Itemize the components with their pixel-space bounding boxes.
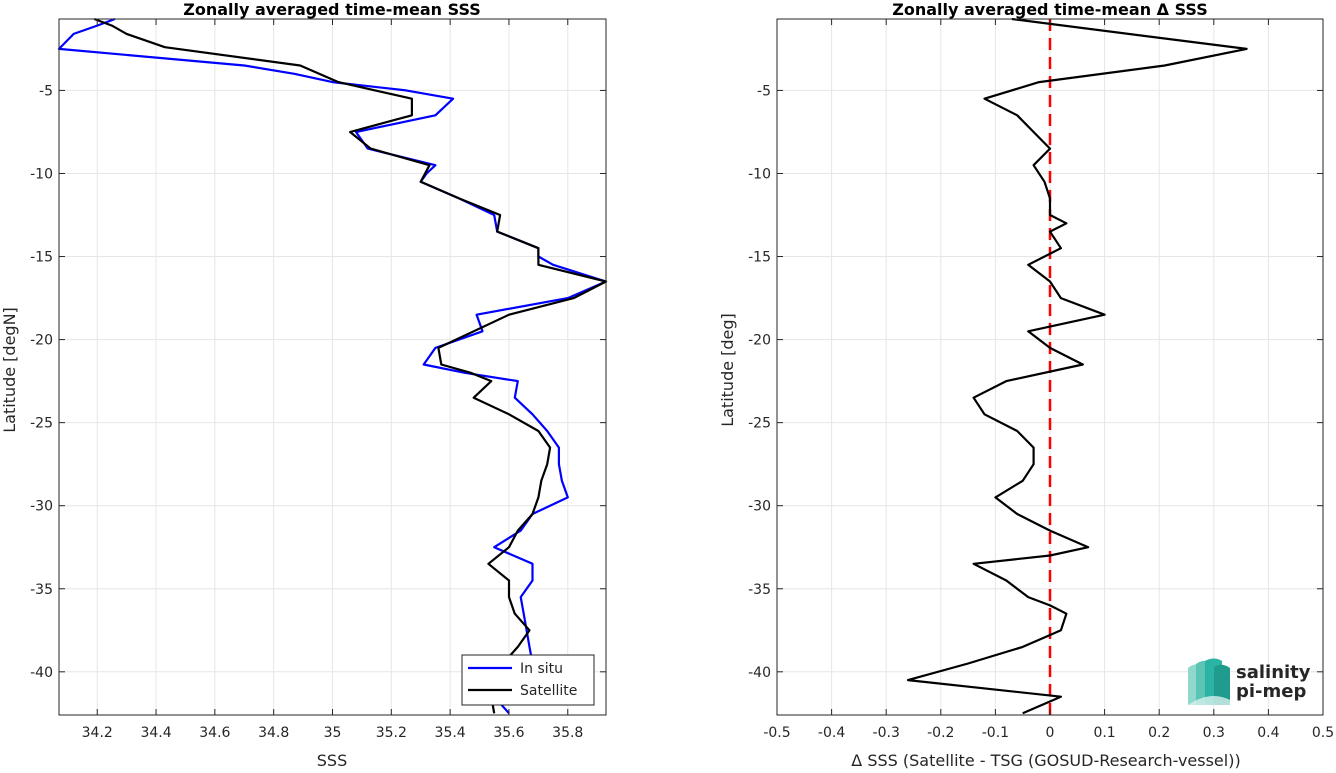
left-chart-title: Zonally averaged time-mean SSS	[183, 0, 481, 19]
x-tick-label: 35	[324, 725, 342, 741]
x-tick-label: 0.5	[1312, 725, 1334, 741]
right-chart: -0.5 -0.4 -0.3 -0.2 -0.1 0 0.1 0.2 0.3 0.4 0.5 -5-…	[718, 0, 1334, 770]
x-tick-label: 35.4	[435, 725, 466, 741]
left-x-axis-label: SSS	[317, 751, 347, 769]
y-tick-label: -10	[30, 166, 53, 182]
right-x-axis-label: Δ SSS (Satellite - TSG (GOSUD-Research-v…	[851, 751, 1240, 769]
y-tick-label: -30	[748, 499, 771, 515]
x-tick-label: 35.2	[376, 725, 407, 741]
x-tick-label: 35.6	[493, 725, 524, 741]
logo-wave-icon	[1188, 658, 1230, 705]
right-x-tick-labels: -0.5 -0.4 -0.3 -0.2 -0.1 0 0.1 0.2 0.3 0.4 0.5	[763, 725, 1334, 741]
y-tick-label: -5	[757, 83, 771, 99]
right-y-tick-labels: -5 -10 -15 -20 -25 -30 -35 -40	[748, 83, 771, 680]
left-gridlines	[59, 19, 606, 715]
series-line-in-situ	[57, 17, 608, 715]
y-tick-label: -30	[30, 499, 53, 515]
legend: In situ Satellite	[461, 654, 595, 706]
x-tick-label: -0.3	[873, 725, 900, 741]
x-tick-label: 34.4	[140, 725, 171, 741]
y-tick-label: -25	[748, 416, 771, 432]
series-line-satellite	[93, 17, 608, 714]
y-tick-label: -35	[748, 582, 771, 598]
logo-line-1: salinity	[1236, 662, 1311, 683]
right-series-layer	[906, 17, 1248, 715]
right-y-axis-label: Latitude [deg]	[718, 313, 737, 427]
y-tick-label: -40	[748, 665, 771, 681]
series-line-delta-sss	[906, 17, 1248, 715]
x-tick-label: 0	[1046, 725, 1055, 741]
left-chart: 34.2 34.4 34.6 34.8 35 35.2 35.4 35.6 35.8 -5 -10…	[0, 0, 608, 770]
x-tick-label: 0.2	[1148, 725, 1170, 741]
x-tick-label: 0.4	[1257, 725, 1279, 741]
y-tick-label: -20	[748, 333, 771, 349]
left-y-axis-label: Latitude [degN]	[0, 307, 19, 433]
legend-label-satellite: Satellite	[520, 683, 577, 699]
y-tick-label: -5	[39, 83, 53, 99]
x-tick-label: 34.6	[199, 725, 230, 741]
x-tick-label: 0.3	[1203, 725, 1225, 741]
y-tick-label: -40	[30, 665, 53, 681]
y-tick-label: -25	[30, 416, 53, 432]
y-tick-label: -15	[30, 250, 53, 266]
x-tick-label: -0.1	[982, 725, 1009, 741]
x-tick-label: 34.8	[258, 725, 289, 741]
legend-label-in-situ: In situ	[520, 661, 563, 677]
x-tick-label: -0.2	[927, 725, 954, 741]
legend-box	[461, 654, 595, 706]
right-tick-marks	[776, 19, 1324, 715]
right-chart-title: Zonally averaged time-mean Δ SSS	[892, 0, 1208, 19]
left-series-layer	[57, 17, 608, 715]
x-tick-label: 34.2	[82, 725, 113, 741]
logo-line-2: pi-mep	[1236, 681, 1306, 702]
left-y-tick-labels: -5 -10 -15 -20 -25 -30 -35 -40	[30, 83, 53, 680]
x-tick-label: -0.4	[818, 725, 845, 741]
y-tick-label: -35	[30, 582, 53, 598]
x-tick-label: 0.1	[1093, 725, 1115, 741]
x-tick-label: -0.5	[763, 725, 790, 741]
salinity-pi-mep-logo: salinity pi-mep	[1188, 658, 1311, 705]
y-tick-label: -10	[748, 166, 771, 182]
y-tick-label: -15	[748, 250, 771, 266]
y-tick-label: -20	[30, 333, 53, 349]
left-x-tick-labels: 34.2 34.4 34.6 34.8 35 35.2 35.4 35.6 35.8	[82, 725, 584, 741]
x-tick-label: 35.8	[552, 725, 583, 741]
left-tick-marks	[59, 19, 606, 715]
